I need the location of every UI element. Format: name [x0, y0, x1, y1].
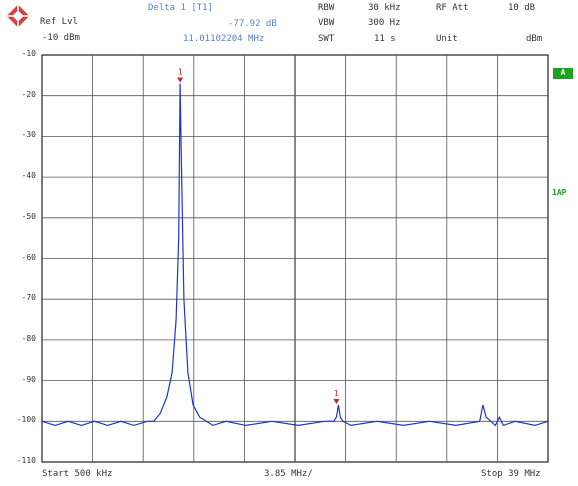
swt-label: SWT	[318, 34, 335, 44]
y-tick-label: -80	[21, 333, 36, 343]
plot-grid	[41, 54, 549, 463]
markers-group: 11	[177, 67, 340, 405]
y-tick-label: -50	[21, 211, 36, 221]
marker-label: 1	[178, 67, 183, 76]
rbw-label: RBW	[318, 3, 335, 13]
brand-logo-icon	[6, 4, 30, 28]
unit-label: Unit	[436, 34, 458, 44]
vbw-value: 300 Hz	[368, 18, 401, 28]
y-tick-label: -20	[21, 89, 36, 99]
detector-tag: 1AP	[552, 188, 567, 197]
rbw-value: 30 kHz	[368, 3, 401, 13]
vbw-label: VBW	[318, 18, 335, 28]
y-tick-label: -100	[16, 415, 36, 425]
rf-att-value: 10 dB	[508, 3, 536, 13]
ref-level-label: Ref Lvl	[40, 17, 78, 27]
marker-label: 1	[334, 389, 339, 398]
marker-triangle	[333, 399, 340, 405]
trace-group	[41, 83, 549, 427]
marker-level: -77.92 dB	[228, 19, 277, 29]
unit-value: dBm	[526, 34, 543, 44]
y-tick-label: -70	[21, 293, 36, 303]
marker-triangle	[177, 77, 184, 83]
y-tick-label: -30	[21, 130, 36, 140]
marker-frequency: 11.01102204 MHz	[183, 34, 265, 44]
y-tick-label: -110	[16, 456, 36, 465]
y-tick-label: -90	[21, 374, 36, 384]
y-tick-label: -40	[21, 171, 36, 181]
stop-frequency: Stop 39 MHz	[481, 469, 541, 479]
swt-value: 11 s	[374, 34, 396, 44]
rf-att-label: RF Att	[436, 3, 469, 13]
y-tick-label: -60	[21, 252, 36, 262]
marker-title: Delta 1 [T1]	[148, 3, 214, 13]
start-frequency: Start 500 kHz	[42, 469, 113, 479]
ref-level-value: -10 dBm	[42, 33, 80, 43]
trace-tag: A	[553, 68, 573, 79]
span-per-division: 3.85 MHz/	[264, 469, 313, 479]
spectrum-trace	[41, 83, 549, 427]
y-tick-label: -10	[21, 49, 36, 58]
